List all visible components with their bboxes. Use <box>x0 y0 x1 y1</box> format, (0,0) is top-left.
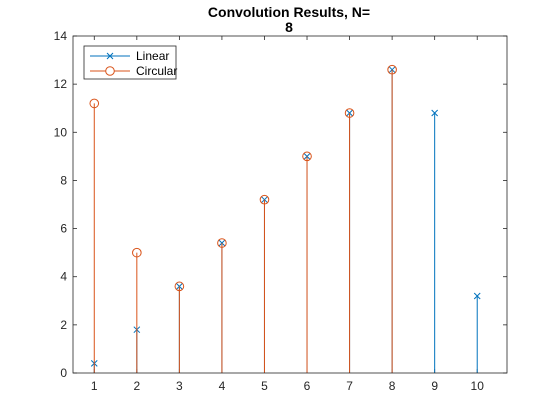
x-tick-label: 8 <box>389 379 396 393</box>
stem-marker-x <box>473 292 481 300</box>
stem-marker-circle <box>132 247 142 258</box>
series-circular <box>89 64 397 373</box>
y-tick-label: 10 <box>54 125 68 139</box>
legend-label: Linear <box>136 49 169 63</box>
y-tick-label: 6 <box>60 222 67 236</box>
x-tick-label: 9 <box>431 379 438 393</box>
legend-box <box>83 45 177 80</box>
y-axis: 0 2 4 6 8 10 12 14 <box>54 29 507 380</box>
x-tick-label: 2 <box>133 379 140 393</box>
legend-item-circular: Circular <box>90 64 177 78</box>
plot-area <box>73 36 507 373</box>
legend-item-linear: Linear <box>90 49 169 63</box>
stem-marker-circle <box>259 194 270 205</box>
x-tick-label: 4 <box>219 379 226 393</box>
stem-marker-circle <box>217 238 227 248</box>
y-tick-label: 8 <box>60 173 67 187</box>
chart-title-line-2: 8 <box>285 19 293 35</box>
stem-marker-circle <box>174 281 185 292</box>
stem-marker-circle <box>89 98 100 109</box>
y-tick-label: 12 <box>54 77 68 91</box>
x-tick-label: 1 <box>91 379 98 393</box>
y-tick-label: 4 <box>60 270 67 284</box>
plot-frame <box>72 35 508 374</box>
x-tick-label: 6 <box>304 379 311 393</box>
series-layer <box>89 64 481 373</box>
stem-marker-circle <box>344 108 355 118</box>
legend-marker-x <box>106 52 114 60</box>
stem-marker-x <box>431 109 439 117</box>
x-tick-label: 5 <box>261 379 268 393</box>
stem-marker-x <box>303 153 311 160</box>
legend-marker-circle <box>105 66 115 76</box>
legend-label: Circular <box>136 64 177 78</box>
y-tick-label: 2 <box>60 318 67 332</box>
x-tick-label: 3 <box>176 379 183 393</box>
x-tick-label: 7 <box>346 379 353 393</box>
chart-title-line-1: Convolution Results, N= <box>208 4 370 20</box>
stem-marker-x <box>218 239 226 247</box>
y-tick-label: 14 <box>54 29 68 43</box>
x-tick-label: 10 <box>471 379 485 393</box>
stem-marker-circle <box>387 64 397 75</box>
stem-marker-circle <box>302 151 312 162</box>
y-tick-label: 0 <box>60 366 67 380</box>
